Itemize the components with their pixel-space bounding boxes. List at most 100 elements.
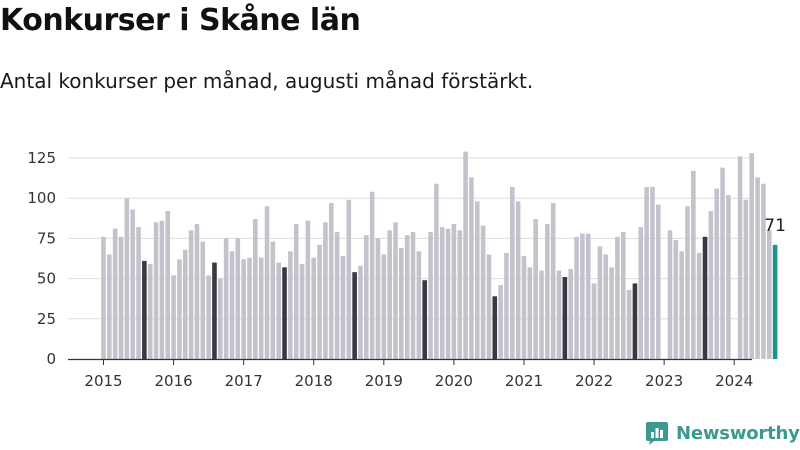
bar [416,251,422,359]
bar [656,204,661,359]
bar [545,223,550,359]
bar [521,256,527,359]
bar [130,209,135,359]
bar [305,220,311,359]
bar [673,240,679,359]
bar [615,236,620,359]
bar [766,230,772,359]
bar [597,246,603,359]
bar [317,244,322,359]
bar [364,235,369,359]
gridlines [68,157,752,320]
bar [235,238,241,359]
bar [591,283,597,359]
y-tick-label: 75 [37,229,56,247]
bar [504,252,509,359]
bar [755,177,760,359]
bar [241,259,246,359]
bar-latest [772,244,778,359]
data-labels: 71 [764,216,786,236]
bar [410,231,416,359]
bar-august [422,280,427,359]
x-tick-label: 2019 [365,372,403,390]
bar [206,275,211,359]
bar [200,241,206,359]
x-tick-label: 2024 [715,372,753,390]
bar [463,151,468,359]
bar [439,227,445,359]
bar [136,227,141,359]
bar [276,262,281,359]
bar [404,235,410,359]
bar [182,249,188,359]
y-tick-label: 25 [37,310,56,328]
bar [451,223,457,359]
bar [691,170,696,359]
bar [159,220,165,359]
bar-august [212,262,217,359]
bar [112,228,118,359]
bar [399,248,404,359]
bar-august [352,272,357,359]
x-tick-label: 2020 [435,372,473,390]
bar [486,254,492,359]
bar [445,228,451,359]
bar [375,238,381,359]
bar [626,289,632,359]
x-tick-label: 2018 [295,372,333,390]
bar [188,230,194,359]
bar [510,186,515,359]
bar [743,199,749,359]
bar [708,211,714,359]
x-tick-label: 2022 [575,372,613,390]
bar [609,267,614,359]
bar [515,201,521,359]
bar [177,259,182,359]
bar [253,219,258,359]
x-tick-label: 2021 [505,372,543,390]
chart-subtitle: Antal konkurser per månad, augusti månad… [0,69,534,93]
bar [288,251,293,359]
x-axis [68,358,752,365]
bar [726,194,731,359]
x-axis-tick-labels: 2015 2016 2017 2018 2019 2020 2021 2022 2023 2024 [84,372,753,390]
bar [749,153,755,359]
y-tick-label: 100 [27,189,56,207]
bar [457,230,463,359]
bar [270,241,276,359]
bar [194,223,200,359]
newsworthy-logo-icon [646,422,668,445]
bar [247,257,252,359]
bar [340,256,346,359]
bar-august [702,236,708,359]
bar [568,268,573,359]
bar [346,199,352,359]
bar [299,264,305,359]
bar [737,156,743,359]
bar [428,231,433,359]
bar [393,222,398,359]
bar [293,223,299,359]
bar [218,278,223,359]
y-tick-label: 50 [37,270,56,288]
bar [369,191,375,359]
bar [620,231,626,359]
bar [381,254,387,359]
bar [679,251,684,359]
bar [358,265,363,359]
bar [434,183,439,359]
bar [556,270,562,359]
x-tick-label: 2023 [645,372,683,390]
bar [603,254,609,359]
bar [585,233,591,359]
bar [101,236,106,359]
bar-august [562,276,568,359]
bar [550,203,556,359]
bar [696,252,702,359]
bar [498,285,503,359]
bar [223,238,229,359]
bar [387,230,392,359]
bar [124,198,130,359]
bar [685,206,690,359]
bar [334,231,340,359]
